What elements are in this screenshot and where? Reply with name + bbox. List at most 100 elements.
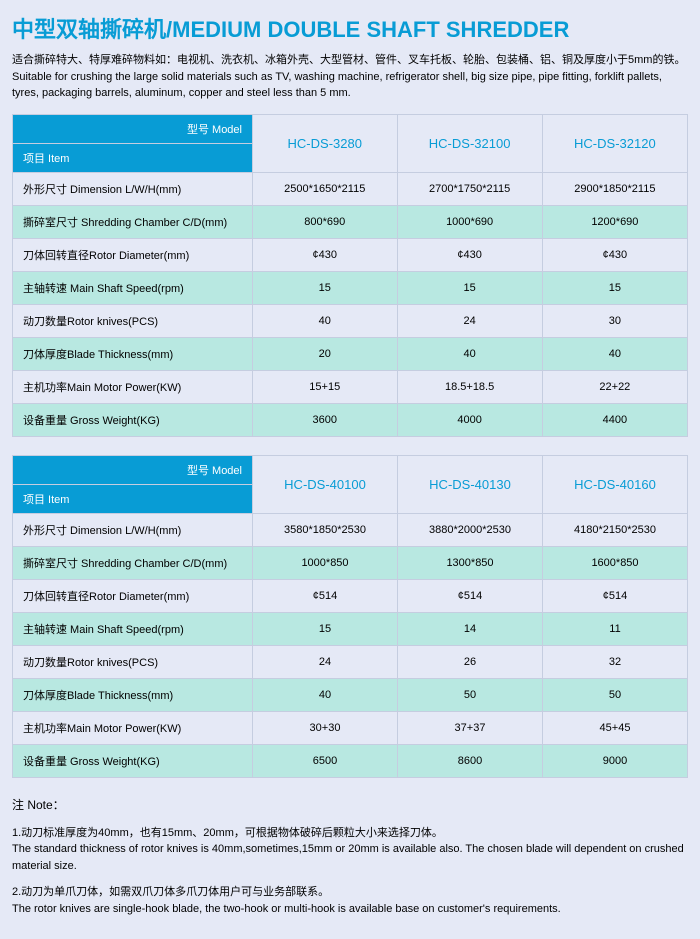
table-row: 主机功率Main Motor Power(KW)15+1518.5+18.522… (13, 370, 688, 403)
cell-value: ¢430 (253, 238, 398, 271)
row-label: 设备重量 Gross Weight(KG) (13, 744, 253, 777)
note-1: 1.动刀标准厚度为40mm，也有15mm、20mm，可根据物体破碎后颗粒大小来选… (12, 825, 688, 875)
table-row: 刀体回转直径Rotor Diameter(mm)¢514¢514¢514 (13, 579, 688, 612)
cell-value: 3580*1850*2530 (253, 513, 398, 546)
table-row: 撕碎室尺寸 Shredding Chamber C/D(mm)1000*8501… (13, 546, 688, 579)
cell-value: 26 (398, 645, 543, 678)
cell-value: 14 (398, 612, 543, 645)
cell-value: 3600 (253, 403, 398, 436)
col-header: HC-DS-40160 (543, 455, 688, 513)
spec-table-2: 型号 Model HC-DS-40100 HC-DS-40130 HC-DS-4… (12, 455, 688, 778)
note-title: 注 Note： (12, 796, 688, 813)
cell-value: ¢430 (542, 238, 687, 271)
header-item: 项目 Item (13, 484, 253, 513)
row-label: 撕碎室尺寸 Shredding Chamber C/D(mm) (13, 546, 253, 579)
cell-value: 800*690 (253, 205, 398, 238)
cell-value: 2900*1850*2115 (542, 172, 687, 205)
cell-value: 1200*690 (542, 205, 687, 238)
note-2: 2.动刀为单爪刀体，如需双爪刀体多爪刀体用户可与业务部联系。 The rotor… (12, 884, 688, 917)
row-label: 刀体回转直径Rotor Diameter(mm) (13, 238, 253, 271)
cell-value: 4400 (542, 403, 687, 436)
table-row: 主轴转速 Main Shaft Speed(rpm)151411 (13, 612, 688, 645)
cell-value: 11 (543, 612, 688, 645)
cell-value: ¢514 (398, 579, 543, 612)
cell-value: 15 (253, 271, 398, 304)
model-label: 型号 Model (23, 462, 242, 478)
cell-value: 50 (543, 678, 688, 711)
cell-value: 2500*1650*2115 (253, 172, 398, 205)
note1-en: The standard thickness of rotor knives i… (12, 843, 684, 872)
row-label: 主机功率Main Motor Power(KW) (13, 370, 253, 403)
cell-value: 18.5+18.5 (397, 370, 542, 403)
row-label: 主轴转速 Main Shaft Speed(rpm) (13, 271, 253, 304)
row-label: 撕碎室尺寸 Shredding Chamber C/D(mm) (13, 205, 253, 238)
cell-value: ¢430 (397, 238, 542, 271)
cell-value: 9000 (543, 744, 688, 777)
table-row: 动刀数量Rotor knives(PCS)242632 (13, 645, 688, 678)
cell-value: 4180*2150*2530 (543, 513, 688, 546)
cell-value: 50 (398, 678, 543, 711)
cell-value: 2700*1750*2115 (397, 172, 542, 205)
row-label: 外形尺寸 Dimension L/W/H(mm) (13, 172, 253, 205)
desc-en: Suitable for crushing the large solid ma… (12, 71, 662, 100)
col-header: HC-DS-32100 (397, 114, 542, 172)
cell-value: 37+37 (398, 711, 543, 744)
cell-value: 15 (397, 271, 542, 304)
cell-value: ¢514 (253, 579, 398, 612)
table-row: 主轴转速 Main Shaft Speed(rpm)151515 (13, 271, 688, 304)
cell-value: 45+45 (543, 711, 688, 744)
row-label: 动刀数量Rotor knives(PCS) (13, 645, 253, 678)
col-header: HC-DS-32120 (542, 114, 687, 172)
table-row: 主机功率Main Motor Power(KW)30+3037+3745+45 (13, 711, 688, 744)
cell-value: 15+15 (253, 370, 398, 403)
cell-value: 1000*850 (253, 546, 398, 579)
header-model: 型号 Model (13, 114, 253, 143)
cell-value: 6500 (253, 744, 398, 777)
table-row: 设备重量 Gross Weight(KG)360040004400 (13, 403, 688, 436)
row-label: 主机功率Main Motor Power(KW) (13, 711, 253, 744)
table-row: 刀体厚度Blade Thickness(mm)204040 (13, 337, 688, 370)
row-label: 刀体厚度Blade Thickness(mm) (13, 337, 253, 370)
row-label: 设备重量 Gross Weight(KG) (13, 403, 253, 436)
row-label: 刀体回转直径Rotor Diameter(mm) (13, 579, 253, 612)
cell-value: 1000*690 (397, 205, 542, 238)
note2-cn: 2.动刀为单爪刀体，如需双爪刀体多爪刀体用户可与业务部联系。 (12, 886, 329, 898)
note1-cn: 1.动刀标准厚度为40mm，也有15mm、20mm，可根据物体破碎后颗粒大小来选… (12, 827, 443, 839)
cell-value: 22+22 (542, 370, 687, 403)
cell-value: 40 (253, 678, 398, 711)
table-row: 撕碎室尺寸 Shredding Chamber C/D(mm)800*69010… (13, 205, 688, 238)
cell-value: 1300*850 (398, 546, 543, 579)
cell-value: 20 (253, 337, 398, 370)
cell-value: 32 (543, 645, 688, 678)
cell-value: 3880*2000*2530 (398, 513, 543, 546)
cell-value: 8600 (398, 744, 543, 777)
desc-cn: 适合撕碎特大、特厚难碎物料如：电视机、洗衣机、冰箱外壳、大型管材、管件、叉车托板… (12, 54, 685, 66)
cell-value: 15 (253, 612, 398, 645)
cell-value: 30+30 (253, 711, 398, 744)
cell-value: 24 (253, 645, 398, 678)
table-row: 刀体回转直径Rotor Diameter(mm)¢430¢430¢430 (13, 238, 688, 271)
row-label: 主轴转速 Main Shaft Speed(rpm) (13, 612, 253, 645)
col-header: HC-DS-40100 (253, 455, 398, 513)
cell-value: 40 (253, 304, 398, 337)
cell-value: 24 (397, 304, 542, 337)
table-row: 设备重量 Gross Weight(KG)650086009000 (13, 744, 688, 777)
description: 适合撕碎特大、特厚难碎物料如：电视机、洗衣机、冰箱外壳、大型管材、管件、叉车托板… (12, 52, 688, 102)
cell-value: ¢514 (543, 579, 688, 612)
cell-value: 15 (542, 271, 687, 304)
cell-value: 4000 (397, 403, 542, 436)
table-row: 外形尺寸 Dimension L/W/H(mm)3580*1850*253038… (13, 513, 688, 546)
cell-value: 40 (542, 337, 687, 370)
cell-value: 30 (542, 304, 687, 337)
table-row: 动刀数量Rotor knives(PCS)402430 (13, 304, 688, 337)
page-title: 中型双轴撕碎机/MEDIUM DOUBLE SHAFT SHREDDER (12, 12, 688, 44)
spec-table-1: 型号 Model HC-DS-3280 HC-DS-32100 HC-DS-32… (12, 114, 688, 437)
table-row: 外形尺寸 Dimension L/W/H(mm)2500*1650*211527… (13, 172, 688, 205)
row-label: 外形尺寸 Dimension L/W/H(mm) (13, 513, 253, 546)
col-header: HC-DS-3280 (253, 114, 398, 172)
note2-en: The rotor knives are single-hook blade, … (12, 903, 561, 915)
row-label: 动刀数量Rotor knives(PCS) (13, 304, 253, 337)
table-row: 刀体厚度Blade Thickness(mm)405050 (13, 678, 688, 711)
row-label: 刀体厚度Blade Thickness(mm) (13, 678, 253, 711)
header-model: 型号 Model (13, 455, 253, 484)
